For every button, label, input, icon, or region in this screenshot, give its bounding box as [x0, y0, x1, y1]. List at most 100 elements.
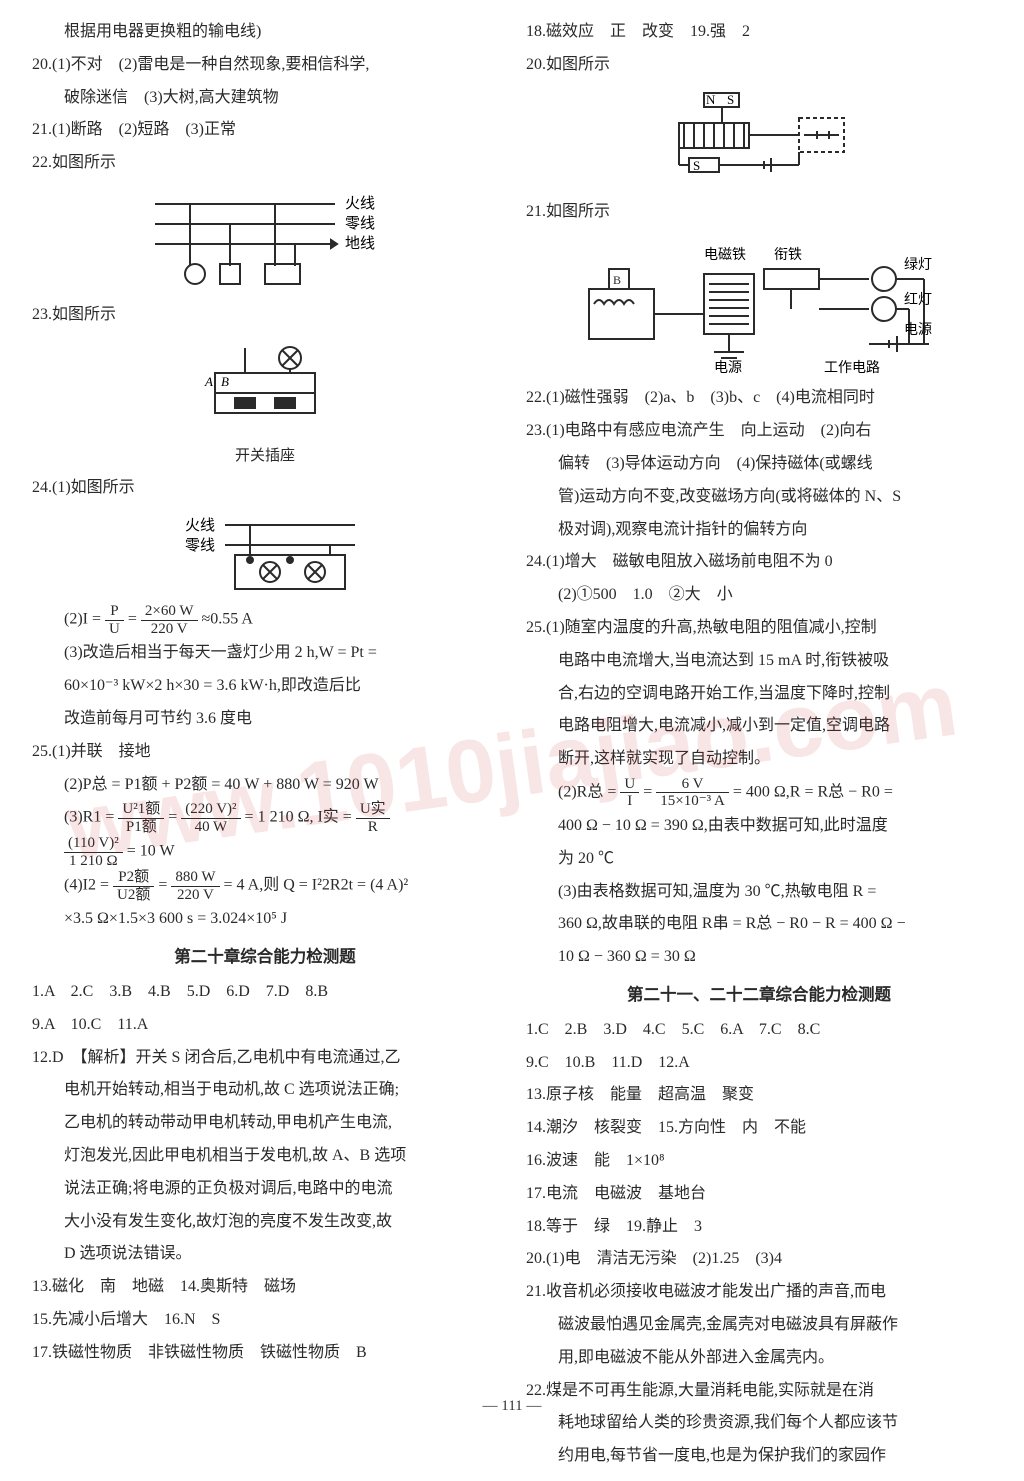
text-line: ×3.5 Ω×1.5×3 600 s = 3.024×10⁵ J — [32, 903, 498, 936]
text: (2)I = — [64, 611, 101, 628]
fig-label: 绿灯 — [904, 257, 932, 273]
text: (3)R1 = — [64, 809, 114, 826]
text-line: 1.C 2.B 3.D 4.C 5.C 6.A 7.C 8.C — [526, 1014, 992, 1047]
fig-label: 火线 — [345, 195, 375, 212]
text: ≈0.55 A — [202, 611, 253, 628]
text: = — [643, 784, 652, 801]
text-line: 21.(1)断路 (2)短路 (3)正常 — [32, 114, 498, 147]
fig-label: S — [727, 92, 734, 107]
text-line: 14.潮汐 核裂变 15.方向性 内 不能 — [526, 1112, 992, 1145]
text-line: 偏转 (3)导体运动方向 (4)保持磁体(或螺线 — [526, 448, 992, 481]
fraction: PU — [105, 603, 124, 637]
fraction: U实R — [356, 801, 390, 835]
text-line: 18.磁效应 正 改变 19.强 2 — [526, 16, 992, 49]
text-line: 13.原子核 能量 超高温 聚变 — [526, 1079, 992, 1112]
text-line: 24.(1)增大 磁敏电阻放入磁场前电阻不为 0 — [526, 546, 992, 579]
figure-caption: 开关插座 — [32, 441, 498, 472]
text-line: D 选项说法错误。 — [32, 1238, 498, 1271]
fig-label: 电磁铁 — [704, 247, 746, 263]
fig-label: 零线 — [185, 537, 215, 554]
text-line: 为 20 ℃ — [526, 843, 992, 876]
text-line: 20.如图所示 — [526, 49, 992, 82]
fig-label: 零线 — [345, 215, 375, 232]
formula-line: (3)R1 = U²1额P1额 = (220 V)²40 W = 1 210 Ω… — [32, 801, 498, 835]
text-line: 用,即电磁波不能从外部进入金属壳内。 — [526, 1342, 992, 1375]
formula-line: (110 V)²1 210 Ω = 10 W — [32, 835, 498, 869]
text-line: 说法正确;将电源的正负极对调后,电路中的电流 — [32, 1173, 498, 1206]
text-line: 18.等于 绿 19.静止 3 — [526, 1211, 992, 1244]
text-line: 20.(1)电 清洁无污染 (2)1.25 (3)4 — [526, 1243, 992, 1276]
fig-label: 火线 — [185, 517, 215, 534]
text-line: 17.电流 电磁波 基地台 — [526, 1178, 992, 1211]
fig-label: S — [693, 158, 700, 173]
fraction: 2×60 W220 V — [141, 603, 198, 637]
text: (2)R总 = — [558, 784, 616, 801]
formula-line: (2)I = PU = 2×60 W220 V ≈0.55 A — [32, 603, 498, 637]
text-line: 乙电机的转动带动甲电机转动,甲电机产生电流, — [32, 1107, 498, 1140]
text-line: 大小没有发生变化,故灯泡的亮度不发生改变,故 — [32, 1206, 498, 1239]
text-line: 9.A 10.C 11.A — [32, 1009, 498, 1042]
text-line: 400 Ω − 10 Ω = 390 Ω,由表中数据可知,此时温度 — [526, 810, 992, 843]
text-line: (3)由表格数据可知,温度为 30 ℃,热敏电阻 R = — [526, 876, 992, 909]
text-line: (3)改造后相当于每天一盏灯少用 2 h,W = Pt = — [32, 637, 498, 670]
fraction: (110 V)²1 210 Ω — [64, 835, 123, 869]
formula-line: (2)R总 = UI = 6 V15×10⁻³ A = 400 Ω,R = R总… — [526, 776, 992, 810]
text: (4)I2 = — [64, 877, 109, 894]
text-line: 9.C 10.B 11.D 12.A — [526, 1047, 992, 1080]
text: = 400 Ω,R = R总 − R0 = — [733, 784, 893, 801]
text-line: 60×10⁻³ kW×2 h×30 = 3.6 kW·h,即改造后比 — [32, 670, 498, 703]
text-line: 25.(1)并联 接地 — [32, 736, 498, 769]
text-line: 合,右边的空调电路开始工作,当温度下降时,控制 — [526, 678, 992, 711]
text-line: 约用电,每节省一度电,也是为保护我们的家园作 — [526, 1440, 992, 1473]
page-content: 根据用电器更换粗的输电线) 20.(1)不对 (2)雷电是一种自然现象,要相信科… — [0, 0, 1024, 1481]
text-line: 电路中电流增大,当电流达到 15 mA 时,衔铁被吸 — [526, 645, 992, 678]
text-line: 灯泡发光,因此甲电机相当于发电机,故 A、B 选项 — [32, 1140, 498, 1173]
text: = 10 W — [127, 843, 175, 860]
text-line: 根据用电器更换粗的输电线) — [32, 16, 498, 49]
text-line: 23.如图所示 — [32, 299, 498, 332]
fig-label: 电源 — [904, 322, 932, 338]
fraction: 6 V15×10⁻³ A — [656, 776, 729, 810]
fig-label: 工作电路 — [824, 360, 880, 374]
text-line: 10 Ω − 360 Ω = 30 Ω — [526, 941, 992, 974]
text-line: 23.(1)电路中有感应电流产生 向上运动 (2)向右 — [526, 415, 992, 448]
fraction: 880 W220 V — [171, 869, 219, 903]
figure-20-right: N S S — [649, 88, 869, 188]
text-line: 13.磁化 南 地磁 14.奥斯特 磁场 — [32, 1271, 498, 1304]
fig-label: N — [706, 92, 716, 107]
text: = — [128, 611, 137, 628]
text-line: (2)P总 = P1额 + P2额 = 40 W + 880 W = 920 W — [32, 769, 498, 802]
text-line: (2)①500 1.0 ②大 小 — [526, 579, 992, 612]
text: = 4 A,则 Q = I²2R2t = (4 A)² — [224, 877, 409, 894]
fig-label: 电源 — [714, 360, 742, 374]
text-line: 16.波速 能 1×10⁸ — [526, 1145, 992, 1178]
fig-label: 地线 — [345, 235, 375, 252]
text-line: 12.D 【解析】开关 S 闭合后,乙电机中有电流通过,乙 — [32, 1042, 498, 1075]
text: = 1 210 Ω, I实 = — [245, 809, 352, 826]
section-title: 第二十一、二十二章综合能力检测题 — [526, 974, 992, 1014]
figure-24: 火线 零线 — [165, 510, 365, 595]
text-line: 17.铁磁性物质 非铁磁性物质 铁磁性物质 B — [32, 1337, 498, 1370]
fraction: UI — [620, 776, 639, 810]
page-number: — 111 — — [0, 1398, 1024, 1415]
text-line: 24.(1)如图所示 — [32, 472, 498, 505]
text-line: 1.A 2.C 3.B 4.B 5.D 6.D 7.D 8.B — [32, 976, 498, 1009]
text-line: 电机开始转动,相当于电动机,故 C 选项说法正确; — [32, 1074, 498, 1107]
text-line: 破除迷信 (3)大树,高大建筑物 — [32, 82, 498, 115]
text-line: 极对调),观察电流计指针的偏转方向 — [526, 514, 992, 547]
text-line: 断开,这样就实现了自动控制。 — [526, 743, 992, 776]
text-line: 15.先减小后增大 16.N S — [32, 1304, 498, 1337]
text-line: 21.如图所示 — [526, 196, 992, 229]
text: = — [168, 809, 177, 826]
figure-23: A B — [185, 338, 345, 433]
text-line: 电路电阻增大,电流减小,减小到一定值,空调电路 — [526, 710, 992, 743]
left-column: 根据用电器更换粗的输电线) 20.(1)不对 (2)雷电是一种自然现象,要相信科… — [32, 16, 498, 1473]
fig-label: 衔铁 — [774, 247, 802, 263]
fig-label: B — [221, 374, 229, 389]
section-title: 第二十章综合能力检测题 — [32, 936, 498, 976]
text-line: 磁波最怕遇见金属壳,金属壳对电磁波具有屏蔽作 — [526, 1309, 992, 1342]
text-line: 管)运动方向不变,改变磁场方向(或将磁体的 N、S — [526, 481, 992, 514]
text-line: 21.收音机必须接收电磁波才能发出广播的声音,而电 — [526, 1276, 992, 1309]
formula-line: (4)I2 = P2额U2额 = 880 W220 V = 4 A,则 Q = … — [32, 869, 498, 903]
text-line: 22.(1)磁性强弱 (2)a、b (3)b、c (4)电流相同时 — [526, 382, 992, 415]
